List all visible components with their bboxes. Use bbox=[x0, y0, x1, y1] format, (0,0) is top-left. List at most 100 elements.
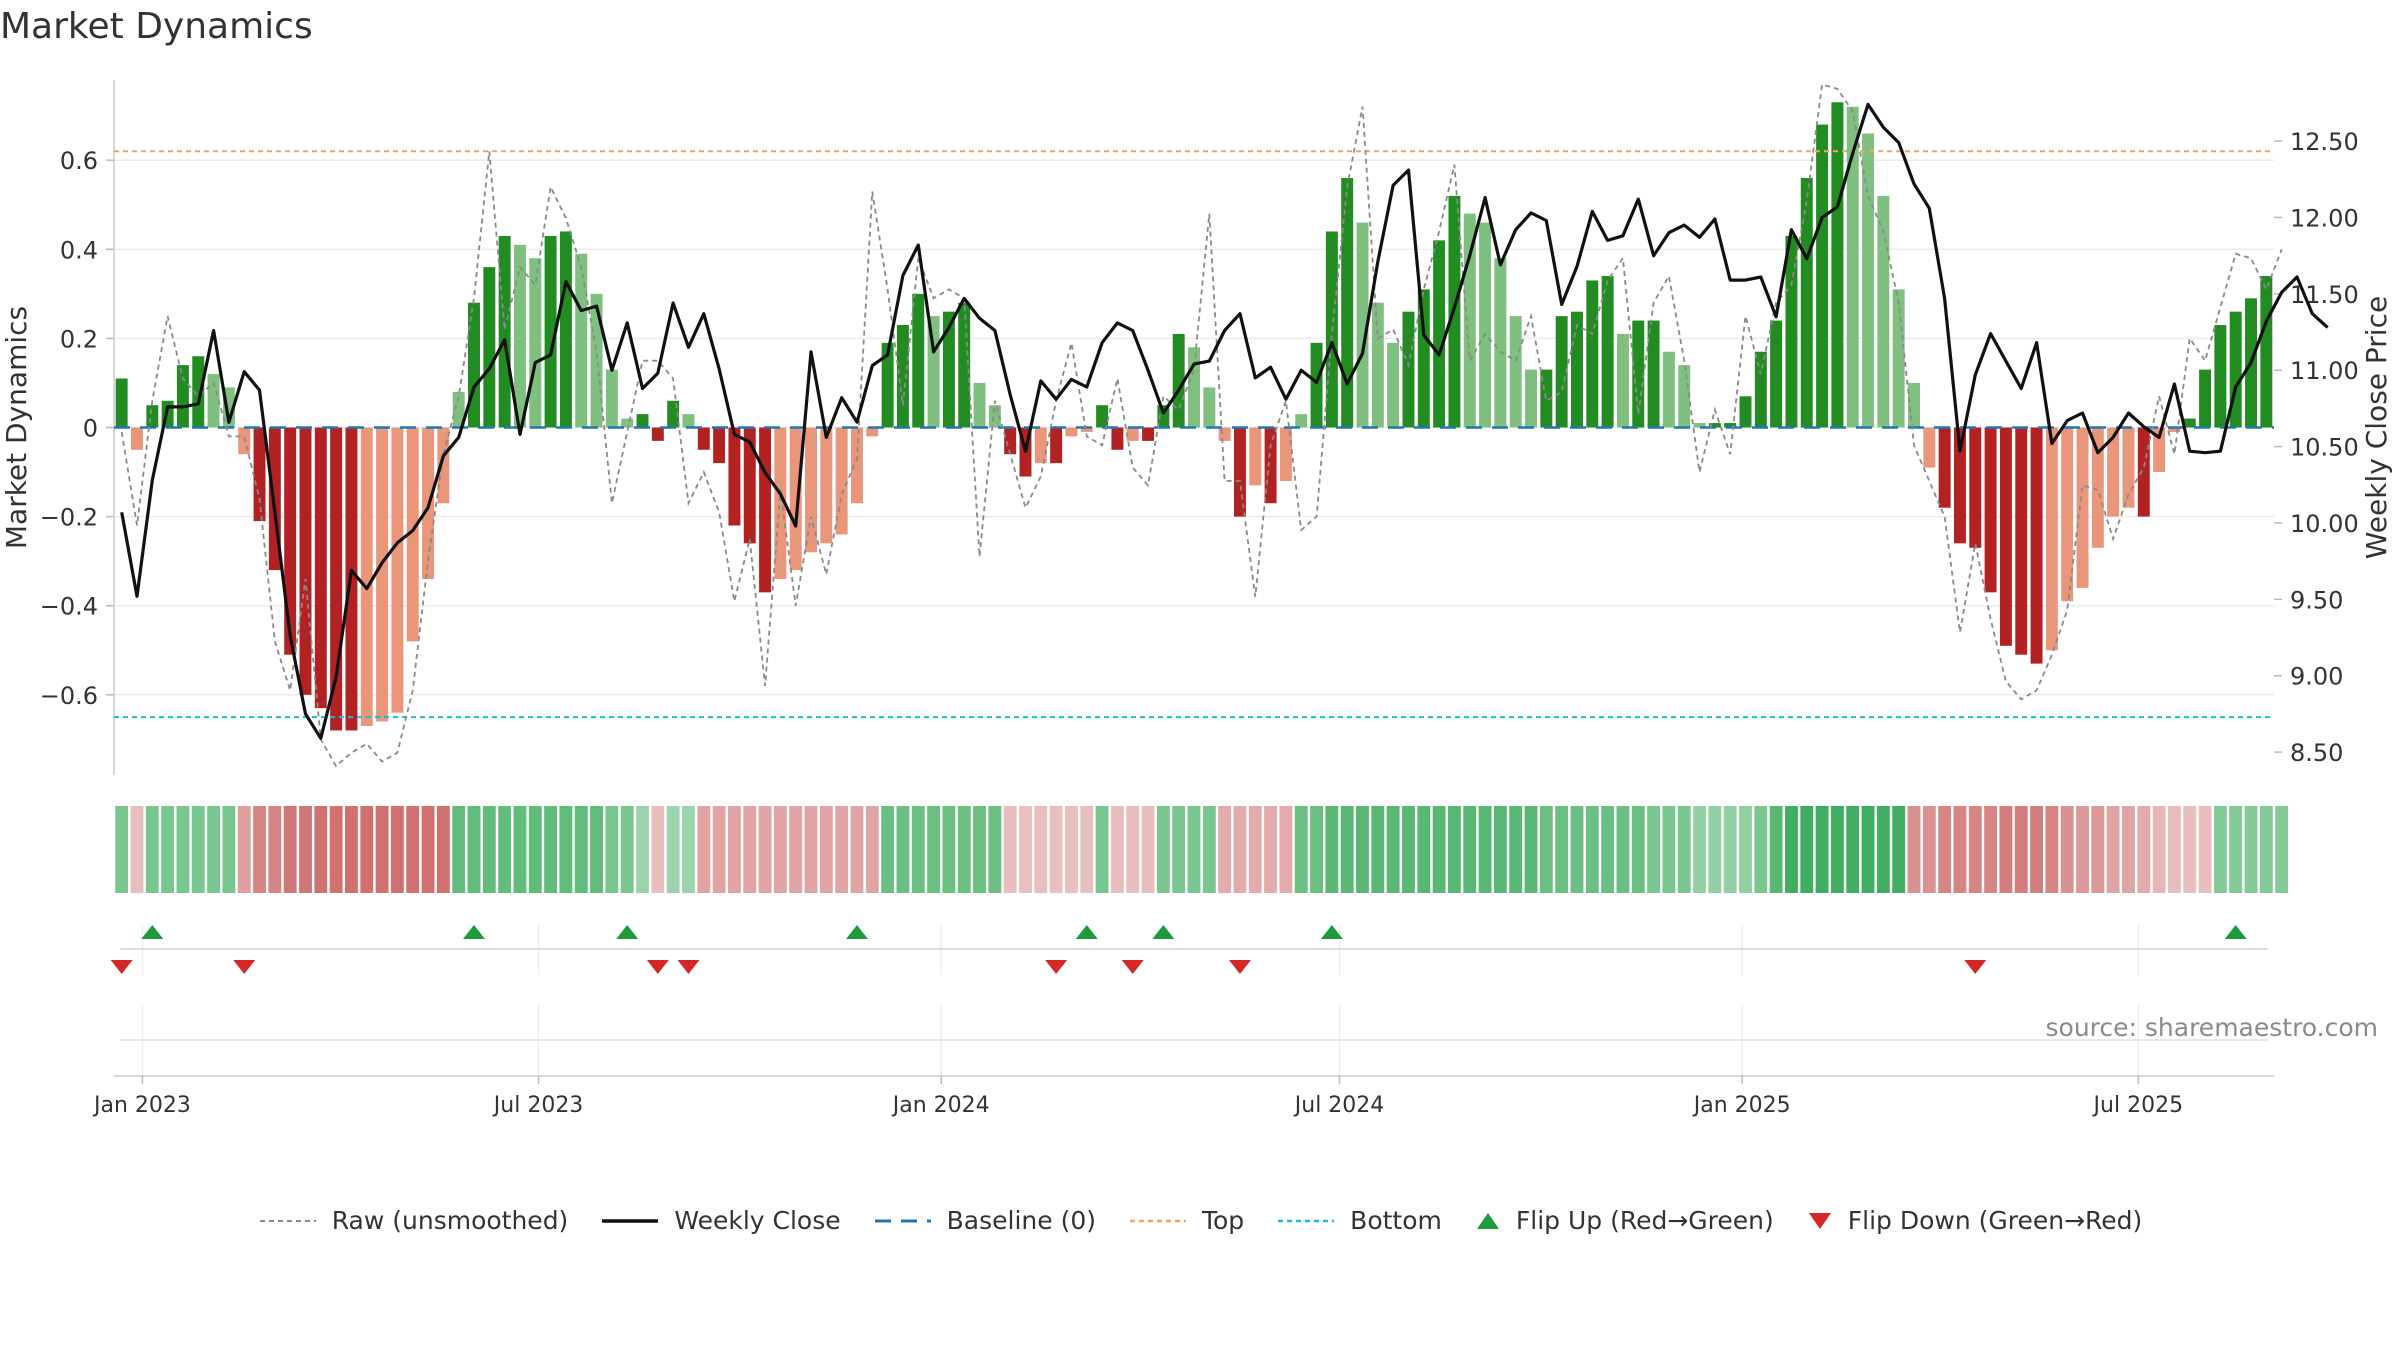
bar bbox=[253, 427, 266, 522]
y-tick-label-left: −0.6 bbox=[40, 682, 98, 710]
regime-cell bbox=[1861, 806, 1875, 893]
regime-cell bbox=[1264, 806, 1278, 893]
regime-cell bbox=[1019, 806, 1032, 893]
regime-cell bbox=[222, 806, 236, 893]
bar bbox=[590, 293, 603, 428]
bar bbox=[1555, 316, 1568, 428]
legend-label: Raw (unsmoothed) bbox=[331, 1206, 569, 1235]
x-tick-label: Jan 2023 bbox=[92, 1093, 191, 1118]
bar bbox=[1632, 320, 1645, 428]
regime-cell bbox=[176, 806, 190, 893]
bar bbox=[192, 356, 205, 428]
regime-cell bbox=[1402, 806, 1415, 893]
legend-glyph-flip_down bbox=[1808, 1212, 1831, 1229]
bar bbox=[1693, 423, 1706, 428]
bar bbox=[743, 427, 756, 544]
bar bbox=[1279, 427, 1292, 481]
regime-cell bbox=[145, 806, 159, 893]
bar bbox=[682, 414, 695, 428]
regime-cell bbox=[2275, 806, 2289, 893]
regime-cell bbox=[482, 806, 496, 893]
bar bbox=[2015, 427, 2028, 655]
regime-cell bbox=[1126, 806, 1140, 893]
regime-cell bbox=[865, 806, 879, 893]
bar bbox=[238, 427, 251, 455]
legend-glyph-flip_up bbox=[1476, 1212, 1499, 1229]
x-tick-label: Jan 2024 bbox=[891, 1093, 990, 1118]
regime-cell bbox=[911, 806, 925, 893]
regime-cell bbox=[1938, 806, 1952, 893]
bar bbox=[360, 427, 373, 726]
bar bbox=[1662, 351, 1675, 428]
regime-cell bbox=[1846, 806, 1860, 893]
bar bbox=[299, 427, 312, 695]
regime-cell bbox=[712, 806, 726, 893]
bar bbox=[2168, 427, 2181, 432]
regime-cell bbox=[1156, 806, 1170, 893]
regime-cell bbox=[1034, 806, 1048, 893]
regime-cell bbox=[329, 806, 343, 893]
regime-cell bbox=[1478, 806, 1492, 893]
bar bbox=[1463, 213, 1476, 428]
bar bbox=[1479, 222, 1492, 428]
regime-cell bbox=[544, 806, 558, 893]
regime-cell bbox=[2106, 806, 2120, 893]
bar bbox=[1770, 320, 1783, 428]
bar bbox=[2153, 427, 2166, 473]
regime-cell bbox=[1386, 806, 1400, 893]
bar bbox=[1295, 414, 1308, 428]
regime-cell bbox=[1555, 806, 1569, 893]
bar bbox=[1157, 405, 1170, 428]
regime-cell bbox=[161, 806, 175, 893]
bar bbox=[881, 342, 894, 428]
regime-cell bbox=[1739, 806, 1752, 893]
bar bbox=[1096, 405, 1109, 428]
regime-cell bbox=[1294, 806, 1308, 893]
flip-down-marker bbox=[646, 960, 669, 974]
bar bbox=[1754, 351, 1767, 428]
regime-cell bbox=[513, 806, 527, 893]
y-tick-label-right: 12.00 bbox=[2290, 204, 2359, 232]
bar bbox=[2107, 427, 2120, 517]
regime-cell bbox=[299, 806, 312, 893]
regime-cell bbox=[2060, 806, 2074, 893]
bar bbox=[1172, 333, 1185, 428]
regime-cell bbox=[1815, 806, 1829, 893]
regime-cell bbox=[2213, 806, 2227, 893]
bar bbox=[651, 427, 664, 441]
regime-cell bbox=[2137, 806, 2151, 893]
legend-item-top: Top bbox=[1128, 1206, 1244, 1235]
regime-cell bbox=[2014, 806, 2028, 893]
regime-cell bbox=[421, 806, 435, 893]
regime-cell bbox=[574, 806, 588, 893]
regime-cell bbox=[1769, 806, 1783, 893]
source-note: source: sharemaestro.com bbox=[2045, 1013, 2379, 1042]
regime-cell bbox=[345, 806, 358, 893]
regime-cell bbox=[988, 806, 1002, 893]
bar bbox=[1846, 106, 1859, 428]
flip-down-marker bbox=[1228, 960, 1251, 974]
regime-cell bbox=[1248, 806, 1262, 893]
regime-cell bbox=[927, 806, 941, 893]
y-tick-label-left: −0.2 bbox=[40, 504, 98, 532]
regime-cell bbox=[697, 806, 711, 893]
regime-cell bbox=[1172, 806, 1186, 893]
regime-cell bbox=[1447, 806, 1461, 893]
regime-cell bbox=[1141, 806, 1155, 893]
bar bbox=[1004, 427, 1017, 455]
bar bbox=[636, 414, 649, 428]
y-tick-label-left: 0 bbox=[83, 415, 98, 443]
bar bbox=[1862, 133, 1875, 428]
regime-cell bbox=[835, 806, 849, 893]
bar bbox=[1310, 342, 1323, 428]
legend-item-raw: Raw (unsmoothed) bbox=[258, 1206, 569, 1235]
bar bbox=[1540, 369, 1553, 428]
bar bbox=[575, 253, 588, 428]
regime-cell bbox=[2045, 806, 2059, 893]
y-tick-label-right: 10.50 bbox=[2290, 434, 2359, 462]
legend-item-bottom: Bottom bbox=[1276, 1206, 1442, 1235]
regime-cell bbox=[1110, 806, 1124, 893]
regime-cell bbox=[973, 806, 986, 893]
regime-cell bbox=[743, 806, 757, 893]
y-tick-label-right: 9.00 bbox=[2290, 663, 2343, 691]
